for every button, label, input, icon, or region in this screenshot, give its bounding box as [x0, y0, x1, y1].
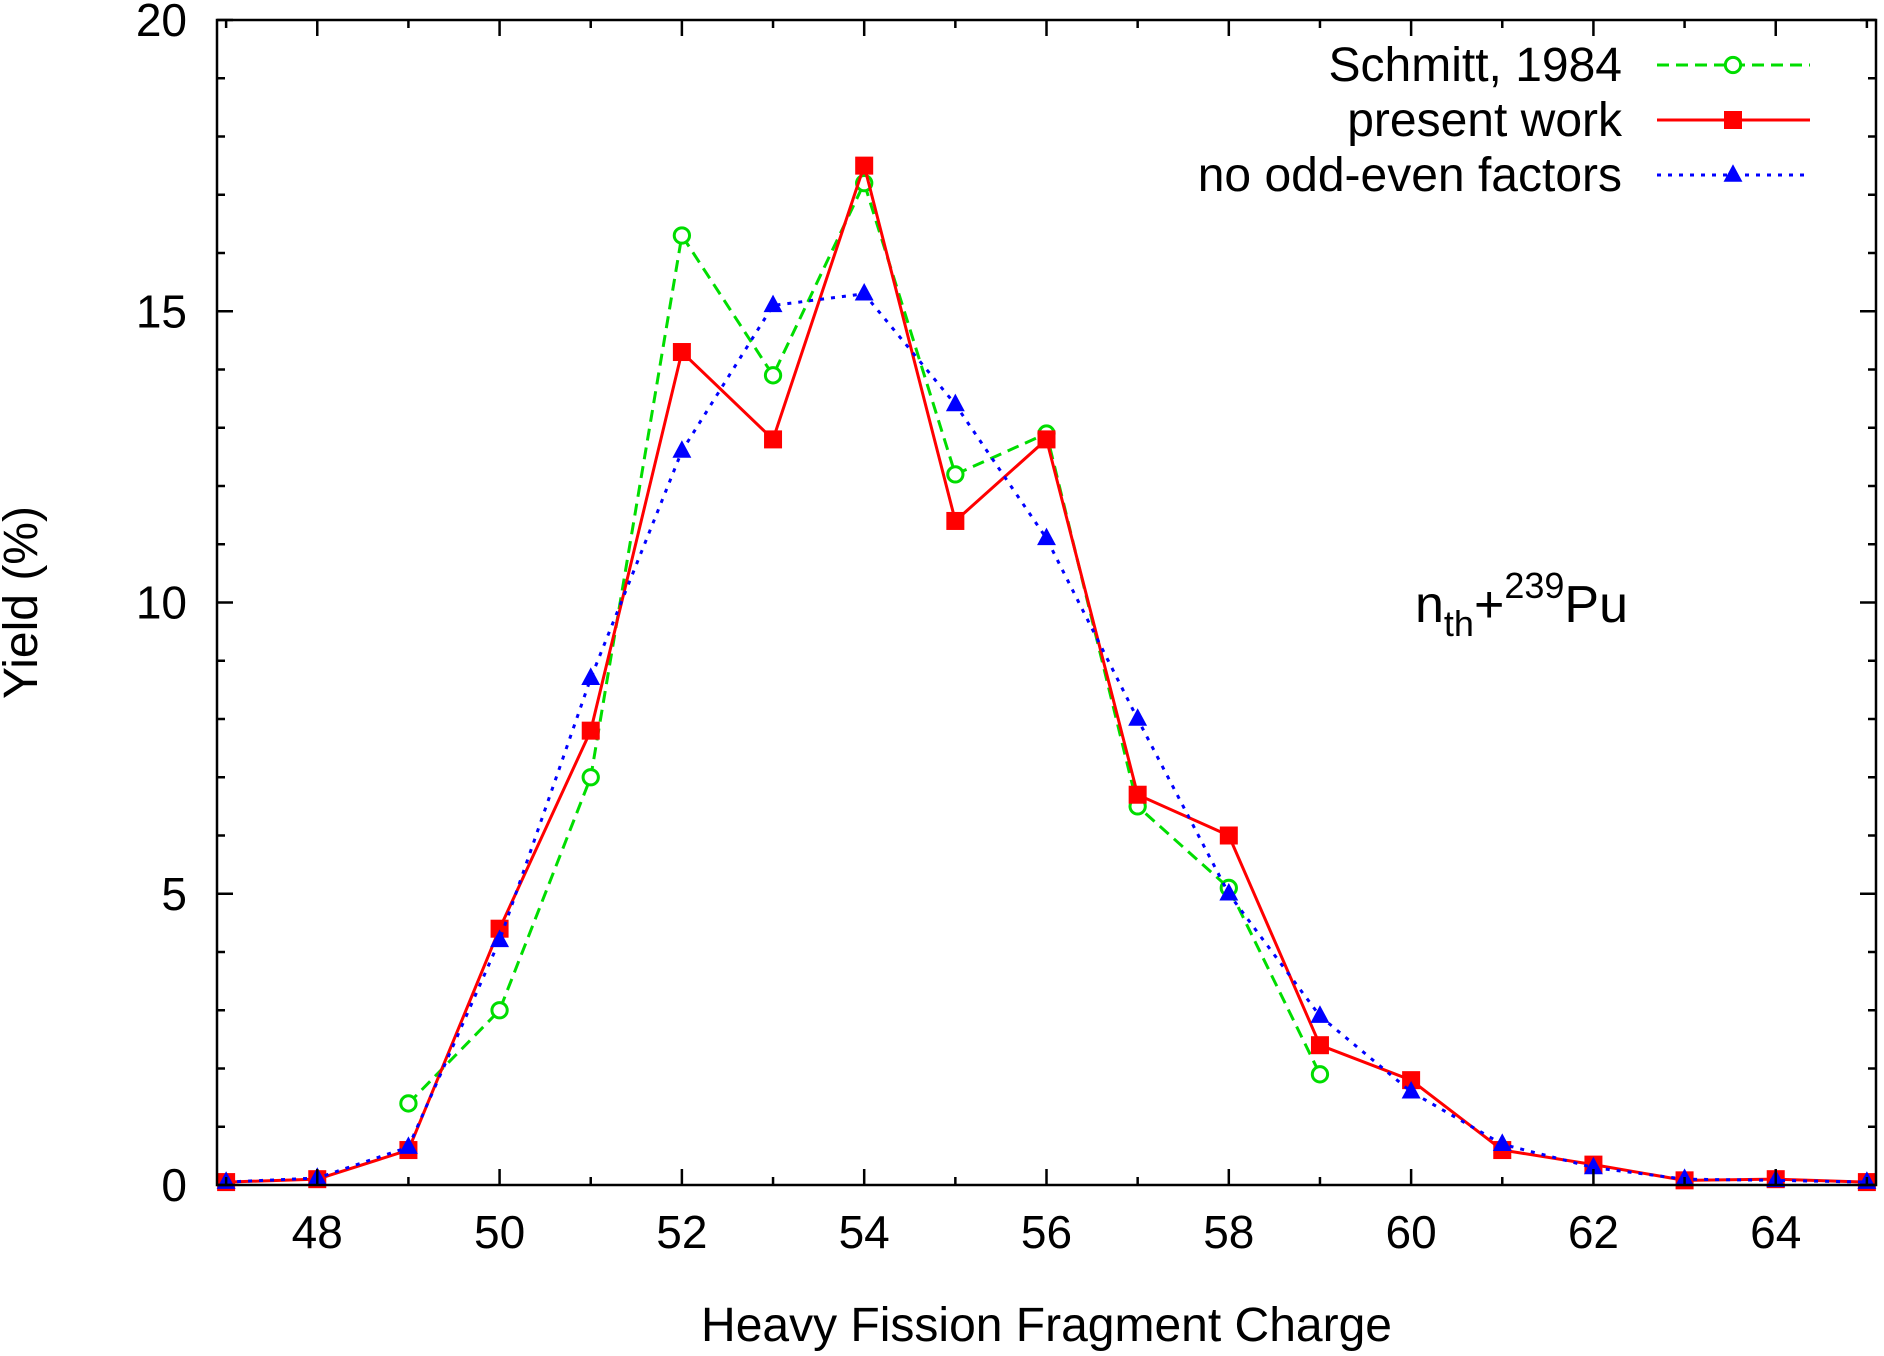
reaction-annotation: nth+239Pu [1415, 565, 1628, 644]
x-tick-label: 62 [1568, 1206, 1619, 1258]
data-point [764, 430, 783, 449]
data-point [490, 1001, 509, 1020]
data-point [1219, 826, 1238, 845]
x-tick-label: 58 [1203, 1206, 1254, 1258]
data-point [1583, 1156, 1603, 1175]
x-tick-label: 52 [656, 1206, 707, 1258]
data-point [1310, 1065, 1330, 1084]
data-point [490, 929, 510, 948]
series-layer [216, 156, 1877, 1192]
annotation-sub: th [1444, 603, 1474, 644]
annotation-base: n [1415, 576, 1444, 634]
legend-label: Schmitt, 1984 [1329, 39, 1622, 92]
data-point [1128, 785, 1147, 804]
data-point [1401, 1081, 1421, 1099]
annotation-element: Pu [1564, 576, 1628, 634]
data-point [581, 721, 600, 740]
data-point [946, 511, 965, 530]
data-point [1128, 708, 1148, 726]
y-tick-label: 20 [136, 0, 187, 46]
x-tick-label: 56 [1021, 1206, 1072, 1258]
data-point [672, 440, 692, 458]
y-tick-label: 0 [161, 1159, 187, 1211]
series-0 [399, 173, 1330, 1113]
legend-label: no odd-even factors [1198, 149, 1622, 202]
annotation-sup: 239 [1504, 565, 1564, 606]
labels-layer: 48 50 52 54 56 58 60 62 64 0 5 10 15 20 [136, 0, 1801, 1258]
x-tick-label: 60 [1386, 1206, 1437, 1258]
data-point [1310, 1036, 1329, 1055]
series-2 [216, 282, 1877, 1189]
data-point [946, 465, 965, 484]
data-point [399, 1094, 418, 1113]
data-point [1219, 882, 1239, 901]
series-line [407, 181, 1322, 1105]
data-point [763, 366, 783, 385]
legend-marker [1723, 164, 1743, 182]
y-axis-title: Yield (%) [0, 506, 48, 699]
x-tick-label: 64 [1750, 1206, 1801, 1258]
data-point [672, 343, 691, 362]
series-1 [217, 156, 1876, 1192]
data-point [945, 393, 965, 412]
y-tick-label: 10 [136, 577, 187, 629]
y-tick-label: 5 [161, 868, 187, 920]
legend-marker [1724, 111, 1742, 129]
x-tick-label: 48 [292, 1206, 343, 1258]
data-point [854, 282, 874, 301]
ticks-layer [217, 18, 1876, 1187]
data-point [581, 667, 601, 685]
y-tick-label: 15 [136, 285, 187, 337]
data-point [1492, 1133, 1512, 1151]
data-point [581, 768, 600, 787]
data-point [1402, 1071, 1421, 1090]
x-tick-label: 50 [474, 1206, 525, 1258]
data-point [1310, 1005, 1330, 1023]
x-axis-title: Heavy Fission Fragment Charge [701, 1299, 1392, 1352]
x-tick-label: 54 [839, 1206, 890, 1258]
annotation-plus: + [1474, 576, 1504, 634]
data-point [1037, 430, 1056, 449]
data-point [1037, 527, 1056, 546]
data-point [672, 226, 692, 245]
data-point [855, 156, 874, 175]
data-point [763, 294, 783, 313]
legend-label: present work [1347, 94, 1623, 147]
series-line [226, 164, 1867, 1184]
legend-marker [1723, 55, 1743, 75]
data-point [398, 1136, 418, 1154]
